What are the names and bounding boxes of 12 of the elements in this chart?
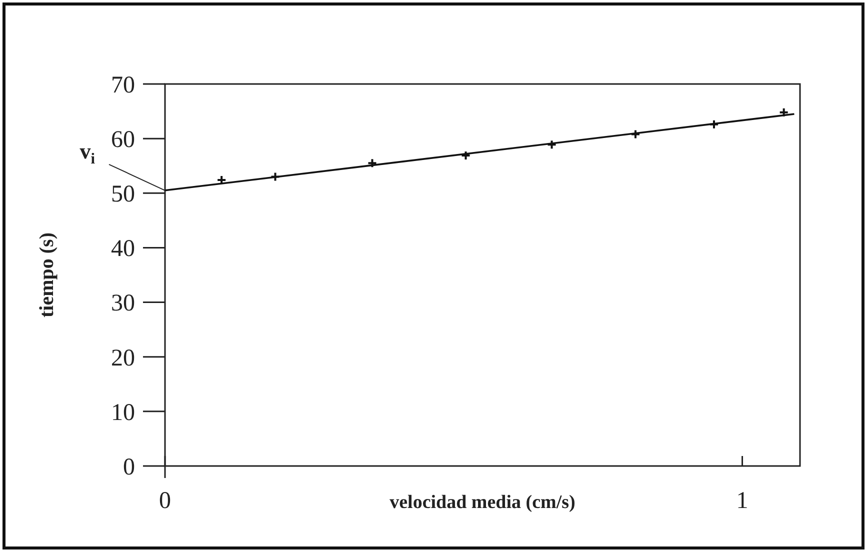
y-tick-label: 40 [111, 236, 135, 262]
y-tick-label: 30 [111, 290, 135, 317]
x-axis-title: velocidad media (cm/s) [390, 492, 576, 513]
y-tick-label: 10 [111, 400, 135, 426]
y-tick-label: 0 [123, 454, 135, 480]
x-tick-label: 1 [736, 488, 748, 514]
y-tick-label: 70 [111, 72, 135, 98]
y-tick-label: 60 [111, 126, 135, 153]
annotation: v$_{i}$ [80, 138, 96, 167]
y-tick-label: 50 [111, 182, 135, 208]
y-axis-title: tiempo (s) [36, 232, 58, 318]
y-tick-label: 20 [111, 345, 135, 372]
